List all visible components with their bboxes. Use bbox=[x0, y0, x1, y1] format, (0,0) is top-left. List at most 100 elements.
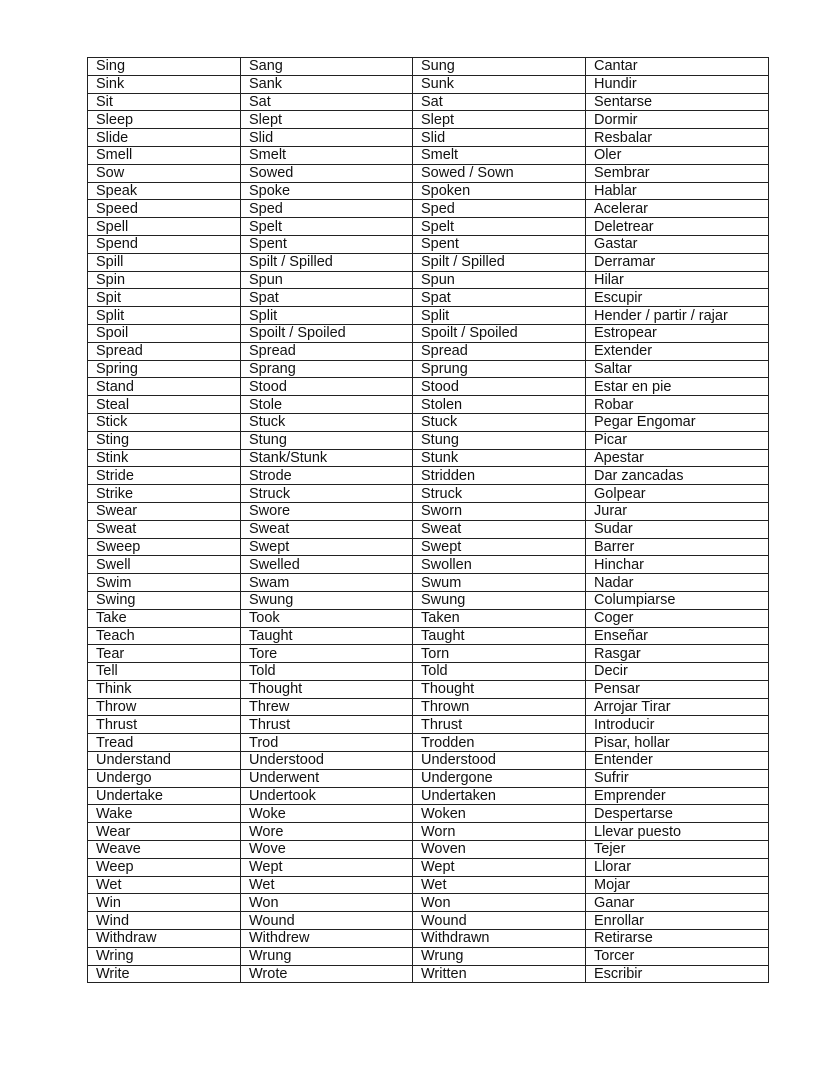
spanish-translation-cell: Tejer bbox=[585, 840, 769, 859]
table-row: Stand Stood Stood Estar en pie bbox=[87, 377, 769, 397]
spanish-translation-cell: Hablar bbox=[585, 181, 769, 201]
infinitive-cell: Steal bbox=[87, 395, 241, 414]
table-row: Spoil Spoilt / Spoiled Spoilt / Spoiled Est… bbox=[87, 323, 769, 343]
table-row: Spit Spat Spat Escupir bbox=[87, 288, 769, 308]
spanish-translation-cell: Decir bbox=[585, 662, 769, 681]
past-participle-cell: Thrust bbox=[412, 715, 586, 735]
spanish-translation-cell: Despertarse bbox=[585, 804, 769, 824]
table-row: Spin Spun Spun Hilar bbox=[87, 270, 769, 290]
spanish-translation-cell: Sentarse bbox=[585, 92, 769, 112]
past-participle-cell: Sworn bbox=[412, 501, 586, 521]
past-participle-cell: Split bbox=[412, 306, 586, 325]
past-participle-cell: Stunk bbox=[412, 448, 586, 468]
table-row: Wake Woke Woken Despertarse bbox=[87, 804, 769, 824]
spanish-translation-cell: Picar bbox=[585, 430, 769, 450]
table-row: Spring Sprang Sprung Saltar bbox=[87, 359, 769, 379]
past-simple-cell: Told bbox=[240, 662, 413, 681]
spanish-translation-cell: Barrer bbox=[585, 537, 769, 557]
spanish-translation-cell: Estropear bbox=[585, 323, 769, 343]
table-row: Thrust Thrust Thrust Introducir bbox=[87, 715, 769, 735]
past-participle-cell: Sat bbox=[412, 92, 586, 112]
past-participle-cell: Wet bbox=[412, 875, 586, 895]
table-row: Spill Spilt / Spilled Spilt / Spilled Derra… bbox=[87, 252, 769, 272]
spanish-translation-cell: Pegar Engomar bbox=[585, 412, 769, 432]
table-row: Tell Told Told Decir bbox=[87, 662, 769, 681]
infinitive-cell: Undertake bbox=[87, 786, 241, 806]
past-participle-cell: Sung bbox=[412, 57, 586, 76]
past-participle-cell: Swum bbox=[412, 573, 586, 592]
infinitive-cell: Thrust bbox=[87, 715, 241, 735]
infinitive-cell: Tell bbox=[87, 662, 241, 681]
past-participle-cell: Told bbox=[412, 662, 586, 681]
past-simple-cell: Sprang bbox=[240, 359, 413, 379]
spanish-translation-cell: Pisar, hollar bbox=[585, 733, 769, 753]
spanish-translation-cell: Jurar bbox=[585, 501, 769, 521]
infinitive-cell: Think bbox=[87, 679, 241, 699]
table-row: Swell Swelled Swollen Hinchar bbox=[87, 555, 769, 575]
spanish-translation-cell: Acelerar bbox=[585, 199, 769, 219]
spanish-translation-cell: Derramar bbox=[585, 252, 769, 272]
spanish-translation-cell: Columpiarse bbox=[585, 590, 769, 610]
infinitive-cell: Sting bbox=[87, 430, 241, 450]
spanish-translation-cell: Oler bbox=[585, 145, 769, 165]
infinitive-cell: Speak bbox=[87, 181, 241, 201]
past-simple-cell: Sped bbox=[240, 199, 413, 219]
table-row: Understand Understood Understood Entender bbox=[87, 751, 769, 770]
infinitive-cell: Spill bbox=[87, 252, 241, 272]
past-participle-cell: Taught bbox=[412, 626, 586, 646]
infinitive-cell: Swear bbox=[87, 501, 241, 521]
past-simple-cell: Swept bbox=[240, 537, 413, 557]
past-simple-cell: Won bbox=[240, 893, 413, 913]
past-simple-cell: Wrote bbox=[240, 964, 413, 984]
spanish-translation-cell: Llorar bbox=[585, 857, 769, 877]
table-row: Tread Trod Trodden Pisar, hollar bbox=[87, 733, 769, 753]
table-row: Smell Smelt Smelt Oler bbox=[87, 145, 769, 165]
spanish-translation-cell: Dar zancadas bbox=[585, 466, 769, 486]
spanish-translation-cell: Escupir bbox=[585, 288, 769, 308]
infinitive-cell: Write bbox=[87, 964, 241, 984]
past-participle-cell: Woken bbox=[412, 804, 586, 824]
past-simple-cell: Swore bbox=[240, 501, 413, 521]
infinitive-cell: Wet bbox=[87, 875, 241, 895]
past-participle-cell: Sped bbox=[412, 199, 586, 219]
table-row: Spell Spelt Spelt Deletrear bbox=[87, 217, 769, 236]
past-simple-cell: Stank/Stunk bbox=[240, 448, 413, 468]
past-simple-cell: Spoke bbox=[240, 181, 413, 201]
table-row: Speed Sped Sped Acelerar bbox=[87, 199, 769, 219]
past-participle-cell: Thought bbox=[412, 679, 586, 699]
infinitive-cell: Strike bbox=[87, 484, 241, 503]
infinitive-cell: Swim bbox=[87, 573, 241, 592]
past-simple-cell: Took bbox=[240, 608, 413, 628]
spanish-translation-cell: Enrollar bbox=[585, 911, 769, 931]
spanish-translation-cell: Gastar bbox=[585, 234, 769, 254]
infinitive-cell: Sink bbox=[87, 74, 241, 94]
spanish-translation-cell: Apestar bbox=[585, 448, 769, 468]
spanish-translation-cell: Retirarse bbox=[585, 929, 769, 948]
irregular-verbs-table: Sing Sang Sung Cantar Sink Sank Sunk Hundir Sit S… bbox=[87, 57, 769, 984]
spanish-translation-cell: Ganar bbox=[585, 893, 769, 913]
infinitive-cell: Sow bbox=[87, 163, 241, 183]
spanish-translation-cell: Cantar bbox=[585, 57, 769, 76]
past-simple-cell: Spoilt / Spoiled bbox=[240, 323, 413, 343]
spanish-translation-cell: Hilar bbox=[585, 270, 769, 290]
past-participle-cell: Torn bbox=[412, 644, 586, 664]
past-participle-cell: Swollen bbox=[412, 555, 586, 575]
past-simple-cell: Wet bbox=[240, 875, 413, 895]
past-participle-cell: Undergone bbox=[412, 768, 586, 788]
spanish-translation-cell: Entender bbox=[585, 751, 769, 770]
past-participle-cell: Struck bbox=[412, 484, 586, 503]
past-participle-cell: Spilt / Spilled bbox=[412, 252, 586, 272]
infinitive-cell: Wring bbox=[87, 946, 241, 966]
table-row: Steal Stole Stolen Robar bbox=[87, 395, 769, 414]
table-row: Wet Wet Wet Mojar bbox=[87, 875, 769, 895]
past-simple-cell: Swam bbox=[240, 573, 413, 592]
past-simple-cell: Spread bbox=[240, 341, 413, 361]
past-simple-cell: Underwent bbox=[240, 768, 413, 788]
infinitive-cell: Spit bbox=[87, 288, 241, 308]
table-row: Sweep Swept Swept Barrer bbox=[87, 537, 769, 557]
past-participle-cell: Sweat bbox=[412, 519, 586, 539]
table-row: Swim Swam Swum Nadar bbox=[87, 573, 769, 592]
table-row: Think Thought Thought Pensar bbox=[87, 679, 769, 699]
past-participle-cell: Spoken bbox=[412, 181, 586, 201]
spanish-translation-cell: Hinchar bbox=[585, 555, 769, 575]
